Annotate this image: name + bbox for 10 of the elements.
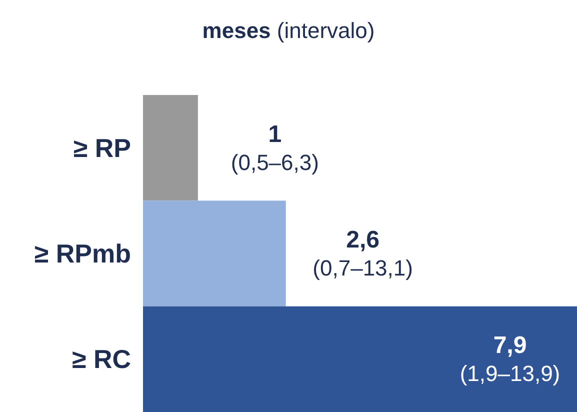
annotation: (0,7–13,1) <box>312 256 413 280</box>
y-tick-label: ≥ RPmb <box>34 238 131 268</box>
annotation: (0,5–6,3) <box>230 150 319 175</box>
data-label: 2,6 <box>346 226 380 254</box>
data-label: 7,9 <box>493 332 527 360</box>
y-tick-label: ≥ RP <box>73 132 131 163</box>
chart-title: meses (intervalo) <box>202 18 375 43</box>
annotation: (1,9–13,9) <box>460 361 560 386</box>
data-label: 1 <box>268 120 282 148</box>
y-tick-label: ≥ RC <box>72 344 132 374</box>
